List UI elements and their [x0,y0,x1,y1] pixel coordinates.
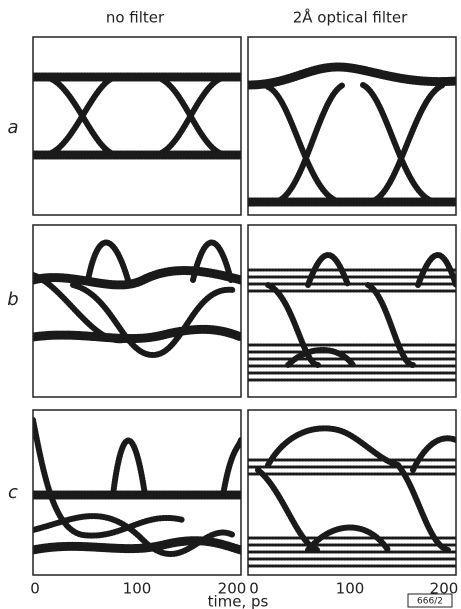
column-header: 2Å optical filter [293,8,408,27]
eye-trace [33,420,241,554]
eye-trace [33,271,241,339]
panel-frame [248,225,456,397]
eye-trace [43,77,228,155]
figure: no filter 2Å optical filter a b c [0,0,461,609]
eye-trace [248,67,456,202]
panel-frame [33,37,241,215]
x-tick-label: 100 [123,580,152,598]
figure-id: 666/2 [417,597,443,607]
x-tick-label: 200 [430,580,459,598]
row-label: c [8,482,18,503]
column-header: no filter [106,9,165,27]
x-tick-label: 100 [336,580,365,598]
eye-panel [33,225,241,397]
eye-panel [33,37,241,215]
eye-panel [248,37,456,215]
row-label: b [7,289,18,310]
x-tick-label: 0 [30,580,40,598]
eye-panel [248,225,456,397]
row-label: a [7,117,18,138]
x-axis-label: time, ps [208,593,269,609]
eye-panel [33,410,241,575]
eye-panel [248,410,456,575]
eye-trace [258,428,456,550]
eye-trace [268,85,443,202]
panel-frame [33,225,241,397]
